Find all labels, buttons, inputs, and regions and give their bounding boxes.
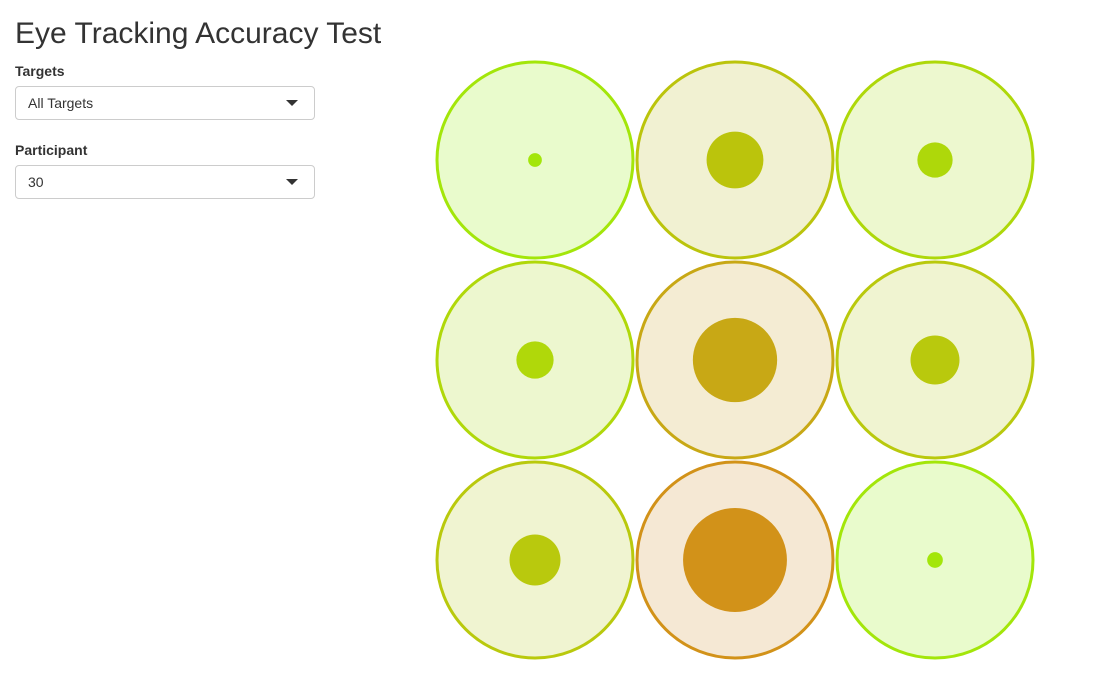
error-dot — [528, 153, 542, 167]
targets-selected-value: All Targets — [28, 95, 94, 111]
participant-select[interactable]: 30 — [15, 165, 315, 199]
targets-control: Targets All Targets — [15, 61, 315, 120]
error-dot — [692, 317, 778, 403]
error-dot — [917, 142, 953, 178]
target-3-2 — [635, 460, 835, 660]
participant-control: Participant 30 — [15, 140, 315, 199]
target-2-3 — [835, 260, 1035, 460]
target-1-1 — [435, 60, 635, 260]
target-3-3 — [835, 460, 1035, 660]
error-dot — [683, 508, 787, 612]
error-dot — [516, 341, 554, 379]
error-dot — [706, 131, 764, 189]
error-dot — [910, 335, 960, 385]
target-2-2 — [635, 260, 835, 460]
participant-label: Participant — [15, 142, 88, 158]
targets-select[interactable]: All Targets — [15, 86, 315, 120]
target-1-3 — [835, 60, 1035, 260]
accuracy-plot — [435, 60, 1035, 660]
caret-down-icon — [286, 100, 298, 106]
page-title: Eye Tracking Accuracy Test — [15, 17, 382, 50]
targets-label: Targets — [15, 63, 65, 79]
error-dot — [509, 534, 561, 586]
error-dot — [927, 552, 943, 568]
participant-selected-value: 30 — [28, 174, 44, 190]
target-3-1 — [435, 460, 635, 660]
target-1-2 — [635, 60, 835, 260]
caret-down-icon — [286, 179, 298, 185]
target-2-1 — [435, 260, 635, 460]
